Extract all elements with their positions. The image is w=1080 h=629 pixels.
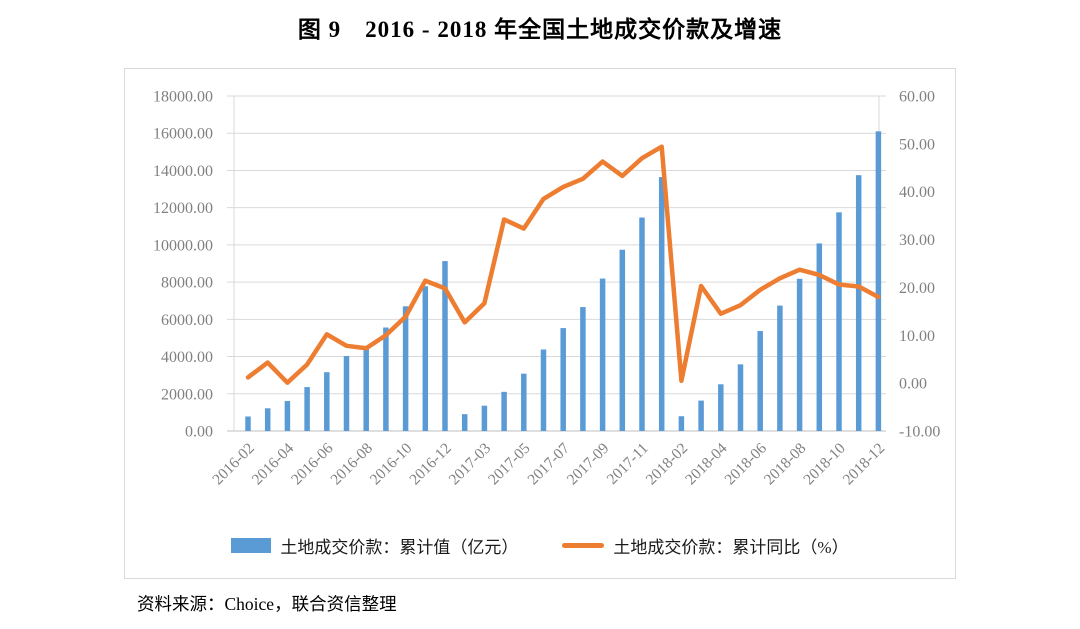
x-axis-tick-label: 2016-10: [367, 440, 416, 489]
right-axis-tick-label: 30.00: [899, 232, 935, 249]
bar-2018-06: [757, 331, 763, 431]
bar-2018-04: [718, 384, 724, 431]
bar-2018-03: [698, 400, 704, 431]
right-axis-tick-label: 40.00: [899, 184, 935, 201]
bar-2017-05: [521, 373, 527, 431]
bar-series-swatch: [231, 537, 272, 553]
x-axis-tick-label: 2018-10: [800, 440, 849, 489]
bar-2017-11: [639, 217, 645, 431]
left-axis-tick-label: 16000.00: [153, 126, 213, 143]
right-axis-tick-label: 60.00: [899, 89, 935, 106]
bar-2017-10: [619, 249, 626, 431]
chart-legend: 土地成交价款：累计值（亿元） 土地成交价款：累计同比（%）: [125, 531, 955, 559]
bar-2016-07: [343, 355, 350, 431]
x-axis-tick-label: 2017-05: [485, 440, 534, 489]
bar-2017-06: [540, 349, 547, 431]
bar-2018-07: [777, 305, 783, 431]
bar-2018-02: [678, 416, 685, 431]
bar-2016-11: [422, 286, 429, 431]
left-axis-tick-label: 6000.00: [161, 312, 213, 329]
line-series-swatch: [562, 542, 605, 548]
x-axis-tick-label: 2018-02: [643, 440, 692, 489]
x-axis-tick-label: 2016-04: [249, 440, 298, 489]
left-axis-tick-label: 18000.00: [153, 89, 213, 106]
right-axis-tick-label: -10.00: [899, 424, 940, 441]
growth-line: [245, 144, 881, 385]
bar-2016-06: [324, 372, 330, 431]
bar-2018-11: [855, 175, 862, 431]
bar-2018-10: [836, 212, 842, 431]
bar-2018-05: [737, 364, 744, 431]
right-axis-tick-label: 0.00: [899, 376, 927, 393]
left-axis-tick-label: 10000.00: [153, 237, 213, 254]
bar-2016-08: [363, 347, 369, 431]
bar-2016-12: [442, 261, 448, 431]
bar-2016-02: [245, 416, 251, 431]
chart-title: 图 9 2016 - 2018 年全国土地成交价款及增速: [297, 17, 783, 42]
right-axis-tick-label: 50.00: [899, 136, 935, 153]
bar-2017-03: [481, 405, 488, 431]
bar-2018-09: [816, 243, 823, 431]
x-axis-tick-label: 2018-08: [761, 440, 810, 489]
bar-2016-05: [304, 387, 310, 431]
right-axis-tick-label: 20.00: [899, 280, 935, 297]
x-axis-tick-label: 2017-11: [604, 440, 652, 488]
left-axis-tick-label: 14000.00: [153, 163, 213, 180]
x-axis-tick-label: 2017-07: [524, 440, 573, 489]
x-axis-tick-label: 2017-03: [446, 440, 495, 489]
bar-2017-07: [560, 328, 566, 431]
x-axis-tick-label: 2016-12: [406, 440, 455, 489]
bar-2017-08: [580, 307, 586, 431]
source-note: 资料来源：Choice，联合资信整理: [137, 594, 397, 614]
bar-2016-04: [284, 401, 291, 431]
left-axis-tick-label: 8000.00: [161, 275, 213, 292]
left-axis-tick-label: 2000.00: [161, 386, 213, 403]
x-axis-tick-label: 2016-08: [327, 440, 376, 489]
bar-2017-09: [599, 278, 606, 431]
legend-item-line-series: 土地成交价款：累计同比（%）: [562, 533, 849, 558]
bar-2018-08: [796, 278, 803, 431]
bar-2016-10: [402, 306, 409, 431]
x-axis-tick-label: 2018-04: [682, 440, 731, 489]
combo-chart: 0.00 2000.00 4000.00 6000.00 8000.00 10000.00…: [153, 89, 940, 489]
x-axis-tick-label: 2018-06: [721, 440, 770, 489]
legend-label: 土地成交价款：累计值（亿元）: [280, 537, 519, 557]
legend-label: 土地成交价款：累计同比（%）: [613, 537, 849, 557]
bar-2017-02: [461, 414, 468, 431]
legend-item-bar-series: 土地成交价款：累计值（亿元）: [231, 533, 518, 558]
right-axis-tick-label: 10.00: [899, 328, 935, 345]
x-axis-tick-label: 2016-02: [209, 440, 258, 489]
bar-2017-04: [501, 391, 507, 431]
left-axis-tick-label: 12000.00: [153, 200, 213, 217]
chart-container: 0.00 2000.00 4000.00 6000.00 8000.00 10000.00…: [124, 68, 956, 579]
left-axis-tick-label: 4000.00: [161, 349, 213, 366]
bar-2016-09: [383, 327, 389, 431]
left-axis-tick-label: 0.00: [185, 424, 213, 441]
bar-2017-12: [658, 177, 665, 431]
x-axis-tick-label: 2018-12: [840, 440, 889, 489]
x-axis-tick-label: 2017-09: [564, 440, 613, 489]
bar-2018-12: [875, 131, 882, 431]
x-axis-tick-label: 2016-06: [288, 440, 337, 489]
bar-2016-03: [264, 408, 271, 431]
